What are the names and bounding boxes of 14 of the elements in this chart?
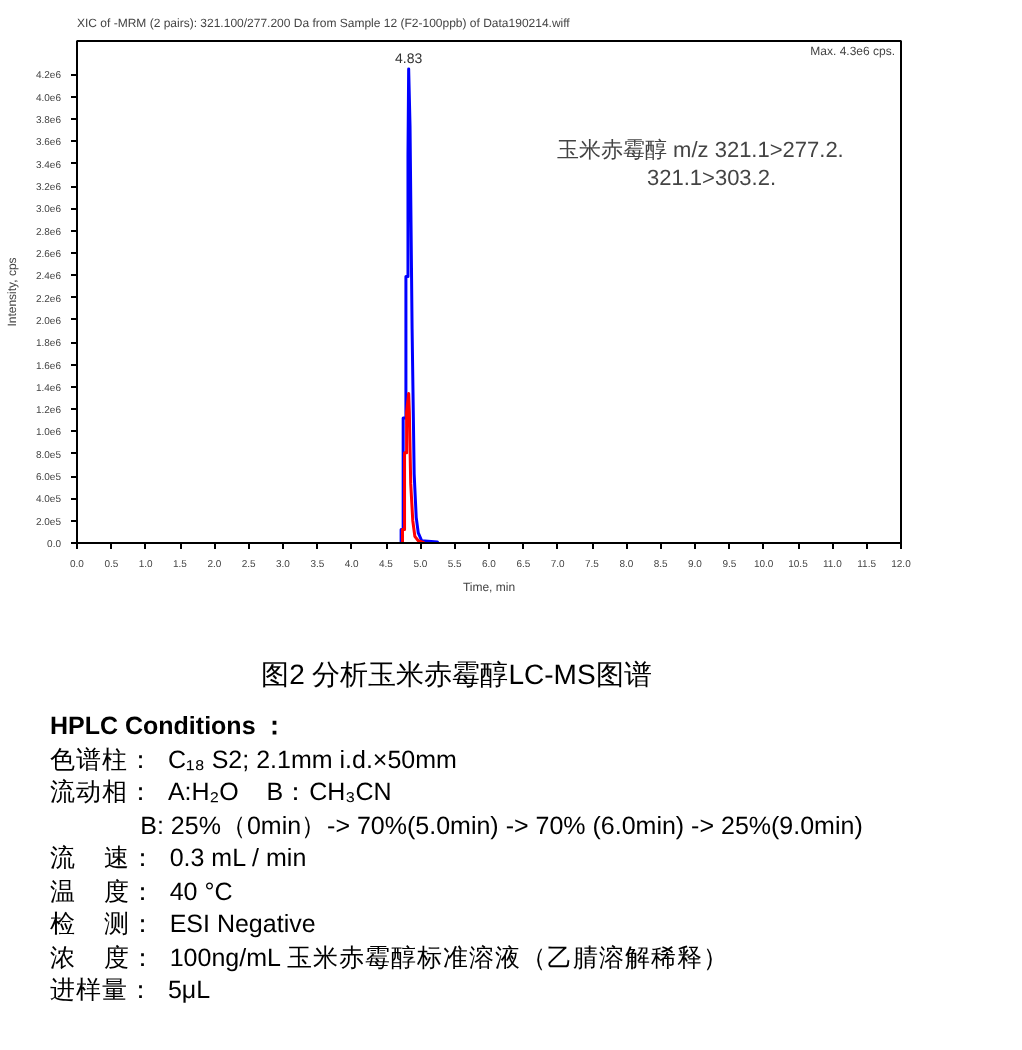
text: 流 速： 0.3 mL / min	[50, 842, 309, 875]
text: 色谱柱： C₁₈ S2; 2.1mm i.d.×50mm	[50, 743, 459, 776]
text: 温 度： 40 °C	[50, 875, 235, 908]
text: HPLC Conditions ：	[50, 710, 291, 743]
caption: 图2 分析玉米赤霉醇LC-MS图谱	[259, 656, 654, 694]
text: 检 测： ESI Negative	[50, 908, 318, 941]
annotation: 321.1>303.2.	[647, 167, 777, 191]
line-series	[399, 67, 439, 543]
text: 流动相： A:H₂O B：CH₃CN	[50, 776, 394, 809]
text: 浓 度： 100ng/mL 玉米赤霉醇标准溶液（乙腈溶解稀释）	[50, 941, 731, 974]
annotation: 玉米赤霉醇 m/z 321.1>277.2.	[557, 137, 844, 163]
text: 进样量： 5μL	[50, 974, 213, 1007]
text: B: 25%（0min）-> 70%(5.0min) -> 70% (6.0min) -> 25%(9.0min)	[138, 809, 863, 842]
line-series	[400, 392, 426, 543]
